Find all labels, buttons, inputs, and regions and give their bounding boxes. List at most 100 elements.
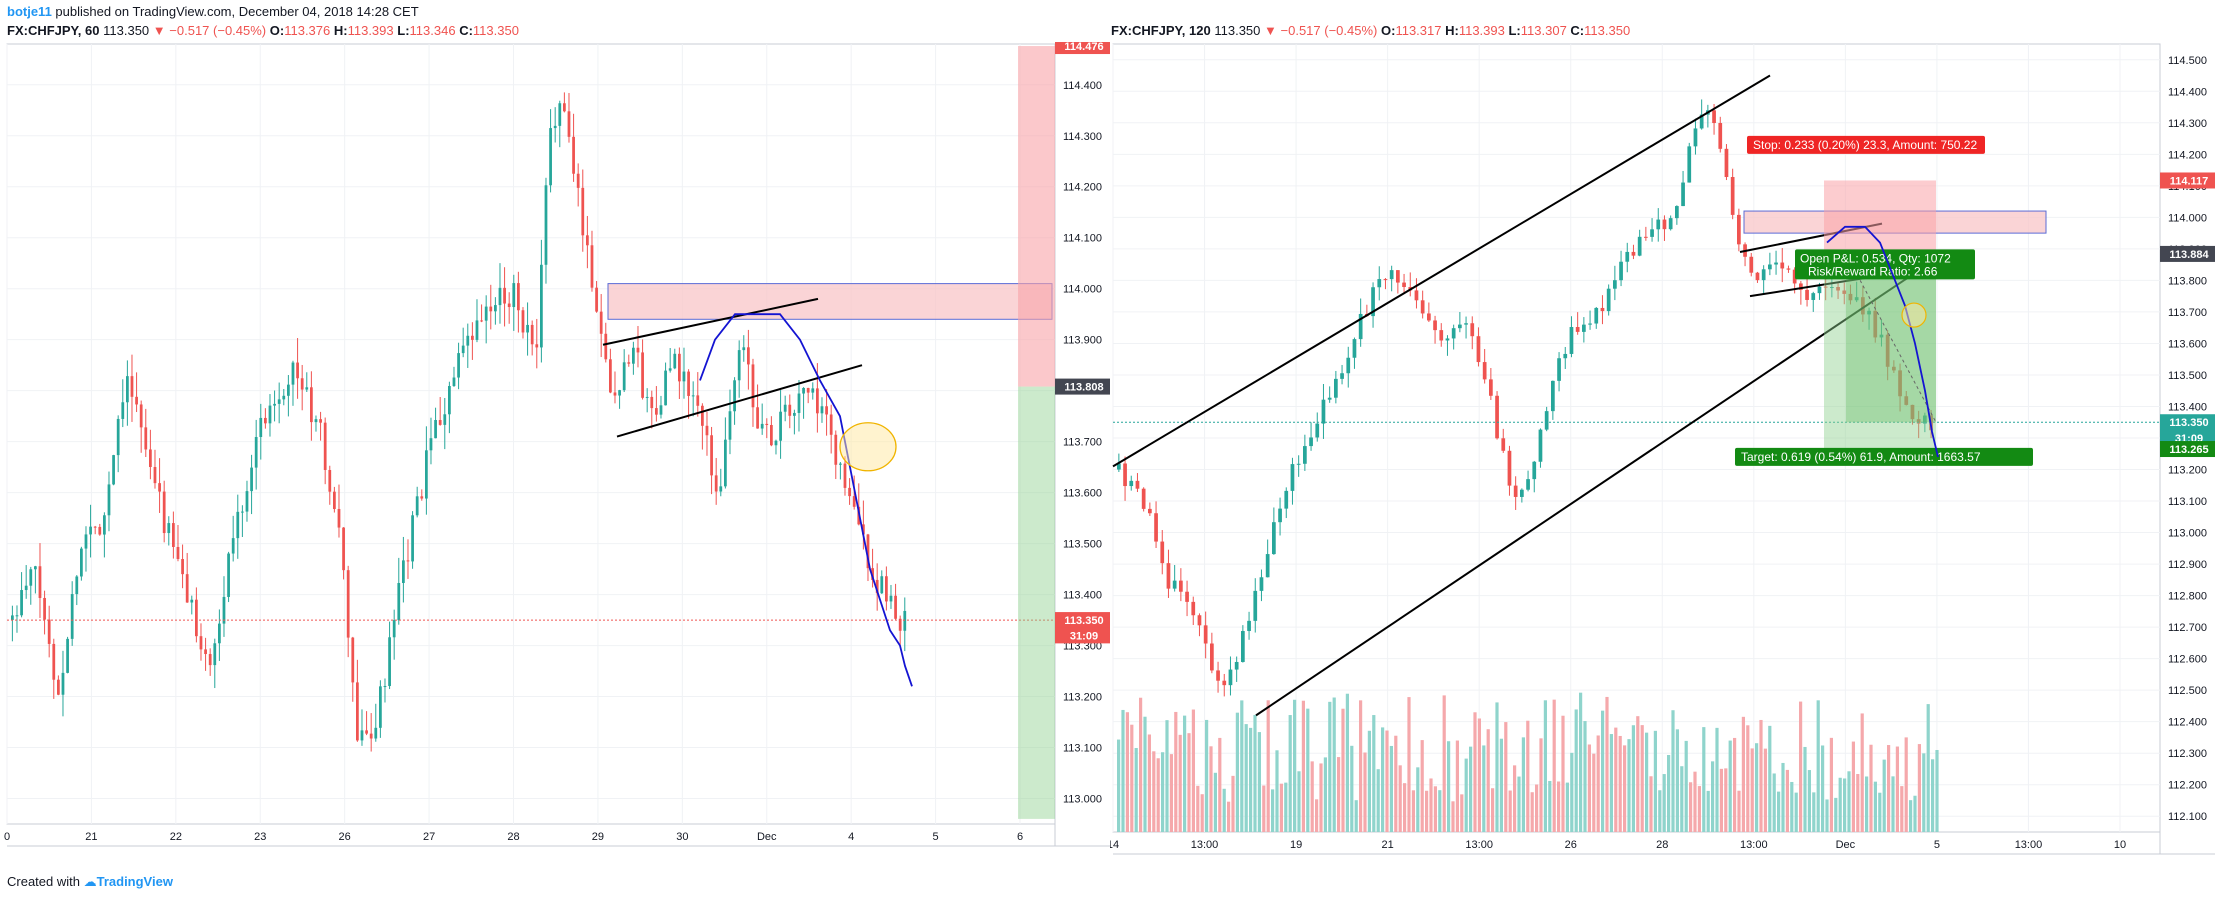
volume-bar [1376,769,1380,832]
y-tick-label: 112.500 [2168,685,2207,697]
candle-body [457,353,460,378]
y-tick-label: 112.300 [2168,748,2207,760]
down-arrow-icon: ▼ [152,23,166,38]
volume-bar [1363,752,1367,832]
candle-body [264,417,267,424]
candle-body [38,566,42,598]
candle-body [526,324,529,333]
volume-bar [1684,740,1688,832]
candle-body [595,287,598,312]
candle-body [1222,680,1227,686]
candle-body [825,406,828,415]
candle-body [1135,480,1140,489]
volume-bar [1191,709,1195,832]
tradingview-logo-icon: ☁ [83,874,97,889]
candle-body [567,111,571,137]
publisher-username[interactable]: botje11 [7,4,52,19]
stop-label-box [1747,135,1985,154]
candle-body [356,682,359,741]
candle-body [1916,419,1921,424]
volume-bar [1587,744,1591,832]
candle-body [319,419,322,423]
right-interval[interactable]: 120 [1189,23,1211,38]
candle-body [296,362,299,379]
candle-body [903,610,907,631]
candle-body [1923,415,1927,424]
x-tick-label: 23 [254,831,266,843]
volume-bar [1117,739,1121,832]
left-interval[interactable]: 60 [85,23,100,38]
candle-body [742,347,746,351]
volume-bar [1539,738,1543,832]
volume-bar [1838,777,1842,832]
volume-bar [1799,701,1803,832]
y-tick-label: 114.400 [1063,80,1102,92]
candle-body [793,412,796,416]
candle-body [1296,463,1301,465]
candle-body [1575,327,1580,332]
candle-body [1668,218,1673,230]
volume-bar [1178,734,1182,832]
candle-body [236,511,240,539]
candle-body [503,287,506,304]
candle-body [388,637,391,687]
candle-body [641,352,644,398]
candle-body [379,686,382,728]
candle-body [185,574,189,603]
candle-body [544,185,548,265]
right-chart-pane[interactable]: 114.500114.400114.300114.200114.100114.0… [1110,42,2215,862]
volume-bar [1147,734,1151,832]
volume-bar [1917,744,1921,832]
candle-body [162,491,166,534]
candle-body [11,615,14,621]
candle-body [1396,270,1400,283]
volume-bar [1627,739,1631,832]
candle-body [1371,287,1375,317]
candle-body [1290,464,1295,491]
candle-body [540,264,543,348]
volume-bar [1790,781,1794,832]
candle-body [760,423,764,429]
candle-body [871,568,874,580]
volume-bar [1574,709,1578,832]
candle-body [1830,287,1834,289]
candle-body [471,335,474,340]
left-symbol[interactable]: FX:CHFJPY [7,23,78,38]
candle-body [1377,279,1382,288]
volume-bar [1653,730,1657,832]
candle-body [1284,490,1289,509]
price-badge [1055,627,1110,644]
channel-lower-line [1255,260,1933,717]
volume-bar [1935,749,1939,832]
volume-bar [1213,772,1217,832]
candle-body [1811,293,1816,300]
candle-body [392,620,396,638]
x-tick-label: 28 [507,831,519,843]
candle-body [1898,370,1902,397]
volume-bar [1200,794,1204,832]
candle-body [1513,485,1518,497]
candle-body [521,310,525,333]
left-chart-pane[interactable]: 114.400 114.300 114.200 114.100 114.000 113.9… [0,42,1110,862]
candle-body [806,387,810,393]
candle-body [167,523,171,534]
right-symbol[interactable]: FX:CHFJPY [1111,23,1182,38]
volume-bar [1772,773,1776,832]
volume-bar [1658,790,1662,832]
candle-body [558,103,562,126]
candle-body [673,353,677,369]
volume-bar [1482,745,1486,832]
candle-body [43,597,46,620]
volume-bar [1794,792,1798,832]
volume-bar [1460,794,1464,832]
projection-curve [699,313,913,687]
volume-bar [1359,700,1363,832]
candle-body [1526,479,1530,490]
candle-body [1613,280,1617,289]
candle-body [549,128,552,186]
footer-brand[interactable]: TradingView [96,874,173,889]
y-tick-label: 113.200 [1063,692,1102,704]
volume-bar [1719,768,1723,832]
volume-bar [1367,730,1371,832]
volume-bar [1812,792,1816,832]
